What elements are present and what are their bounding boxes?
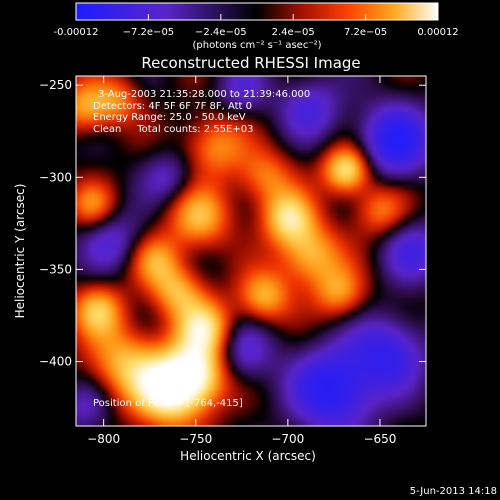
info-block: 3-Aug-2003 21:35:28.000 to 21:39:46.000 …	[93, 89, 310, 135]
x-tick-label: −750	[179, 432, 212, 446]
plot-frame	[75, 75, 427, 427]
heatmap	[76, 76, 426, 426]
info-line-energy: Energy Range: 25.0 - 50.0 keV	[93, 112, 246, 123]
footer-date: 5-Jun-2013 14:18	[410, 486, 497, 497]
y-axis-ticks: −250 −300 −350 −400	[39, 78, 426, 369]
colorbar-tick-label: 7.2e−05	[344, 27, 387, 38]
x-axis-ticks: −800 −750 −700 −650	[87, 76, 396, 446]
colorbar-tick-label: −2.4e−05	[195, 27, 247, 38]
colorbar-tick-label: -0.00012	[54, 27, 99, 38]
colorbar	[75, 2, 439, 21]
colorbar-tick-label: −7.2e−05	[123, 27, 175, 38]
y-tick-label: −350	[39, 262, 72, 276]
chart-title: Reconstructed RHESSI Image	[141, 54, 360, 72]
info-line-detectors: Detectors: 4F 5F 6F 7F 8F, Att 0	[93, 101, 252, 112]
y-tick-label: −300	[39, 170, 72, 184]
y-tick-label: −250	[39, 78, 72, 92]
heatmap-image	[76, 76, 426, 426]
info-line-time: 3-Aug-2003 21:35:28.000 to 21:39:46.000	[98, 89, 310, 100]
x-tick-label: −700	[271, 432, 304, 446]
x-axis-label: Heliocentric X (arcsec)	[180, 449, 316, 463]
colorbar-tick-label: 0.00012	[417, 27, 458, 38]
x-tick-label: −800	[87, 432, 120, 446]
y-tick-label: −400	[39, 355, 72, 369]
x-tick-label: −650	[363, 432, 396, 446]
info-line-clean: Clean Total counts: 2.55E+03	[93, 124, 253, 135]
colorbar-tick-label: 2.4e−05	[272, 27, 315, 38]
colorbar-ticks	[75, 14, 439, 20]
colorbar-unit-label: (photons cm⁻² s⁻¹ asec⁻²)	[192, 40, 321, 51]
peak-position-label: Position of Peak = [-764,-415]	[93, 398, 243, 409]
y-axis-label: Heliocentric Y (arcsec)	[13, 184, 27, 319]
colorbar-tick-labels: -0.00012 −7.2e−05 −2.4e−05 2.4e−05 7.2e−05 0.…	[54, 27, 459, 38]
